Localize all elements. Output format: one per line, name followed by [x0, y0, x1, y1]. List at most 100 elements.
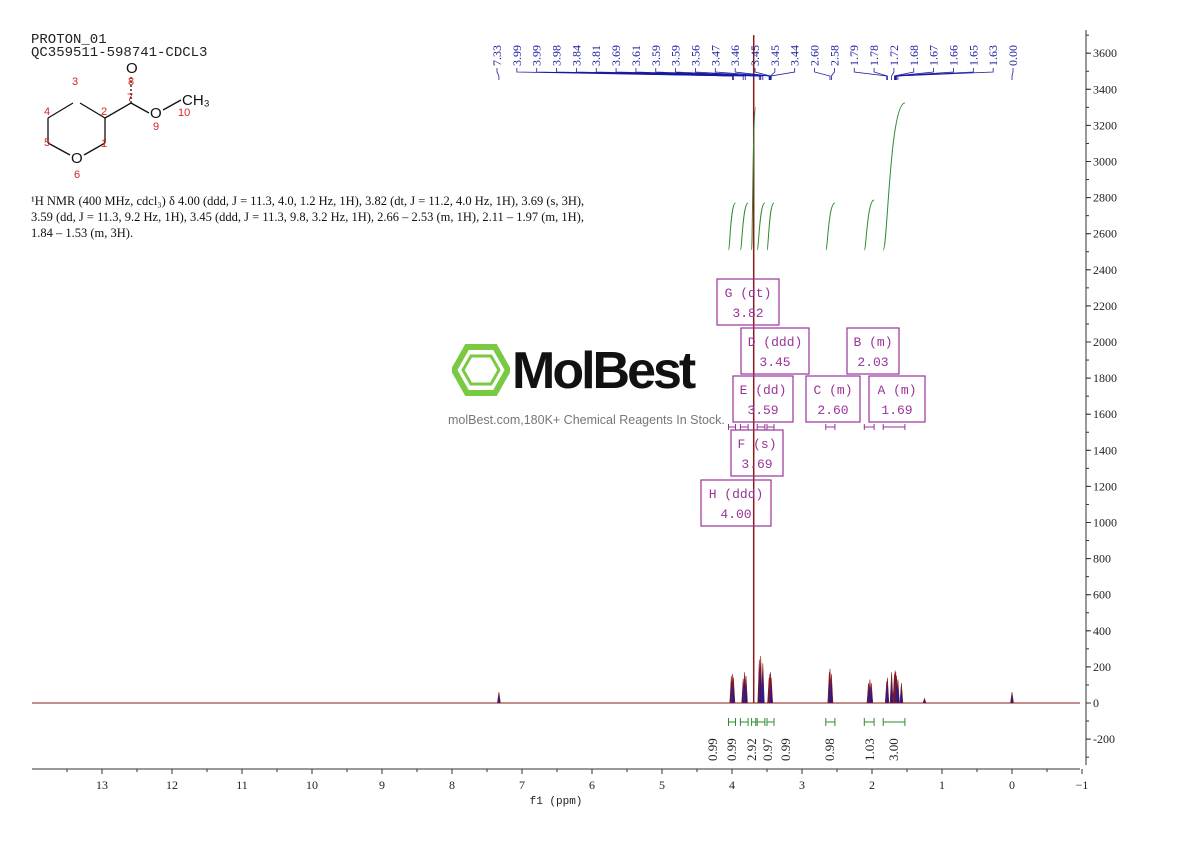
peak-shift-label: 1.68 — [907, 45, 921, 66]
y-tick-label: 1600 — [1093, 407, 1117, 421]
peak-leader-line — [853, 68, 888, 80]
multiplet-shift: 2.03 — [857, 355, 888, 370]
integral-value: 1.03 — [862, 738, 877, 761]
peak-shift-label: 1.65 — [966, 45, 980, 66]
multiplet-box — [805, 375, 861, 423]
peak-leader-line — [496, 68, 500, 80]
peak-shift-label: 3.46 — [728, 45, 742, 66]
peak-leader-line — [895, 68, 954, 80]
y-tick-label: 200 — [1093, 660, 1111, 674]
integral-value: 0.97 — [760, 738, 775, 761]
multiplet-box — [868, 375, 926, 423]
y-tick-label: 1000 — [1093, 516, 1117, 530]
peak-leader-line — [896, 68, 974, 80]
x-tick-label: −1 — [1076, 778, 1089, 792]
multiplet-box — [846, 327, 900, 375]
x-tick-label: 12 — [166, 778, 178, 792]
peak-shift-label: 3.47 — [708, 45, 722, 66]
multiplet-box — [700, 479, 772, 527]
peak-shift-label: 3.99 — [510, 45, 524, 66]
atom-number-8: 8 — [128, 76, 134, 88]
nmr-description: ¹H NMR (400 MHz, cdcl₃) δ 4.00 (ddd, J =… — [31, 194, 585, 240]
peak-shift-label: 3.98 — [550, 45, 564, 66]
peak-shift-label: 3.44 — [788, 45, 802, 66]
peak-shift-label: 1.78 — [867, 45, 881, 66]
x-tick-label: 8 — [449, 778, 455, 792]
atom-number-1: 1 — [101, 138, 107, 150]
integral-curve — [751, 106, 757, 251]
atom-number-4: 4 — [44, 106, 50, 118]
atom-o-ring: O — [71, 150, 83, 167]
peak-shift-label: 3.56 — [688, 45, 702, 66]
integral-value: 0.98 — [822, 738, 837, 761]
x-tick-label: 9 — [379, 778, 385, 792]
x-tick-label: 7 — [519, 778, 525, 792]
spectrum-peak — [731, 677, 736, 704]
y-tick-label: 3600 — [1093, 46, 1117, 60]
multiplet-shift: 3.82 — [732, 306, 763, 321]
atom-number-9: 9 — [153, 121, 159, 133]
x-axis-title: f1 (ppm) — [530, 796, 583, 808]
spectrum-peak — [769, 677, 774, 704]
integral-value: 3.00 — [886, 738, 901, 761]
integral-curve — [739, 202, 749, 251]
y-tick-label: 0 — [1093, 696, 1099, 710]
integral-value: 2.92 — [744, 738, 759, 761]
molecule-structure: O CH₃ O O 1 2 3 4 5 6 7 8 9 10 — [44, 60, 210, 181]
spectrum-peak — [899, 683, 904, 704]
y-tick-label: 1400 — [1093, 443, 1117, 457]
peak-shift-label: 1.63 — [986, 45, 1000, 66]
spectrum-peak — [922, 697, 927, 704]
x-tick-label: 5 — [659, 778, 665, 792]
y-tick-label: 600 — [1093, 588, 1111, 602]
integral-curve — [882, 102, 906, 251]
peak-shift-label: 0.00 — [1006, 45, 1020, 66]
y-tick-label: 800 — [1093, 552, 1111, 566]
atom-number-2: 2 — [101, 106, 107, 118]
peak-leader-line — [635, 68, 760, 80]
peak-shift-label: 3.61 — [629, 45, 643, 66]
x-tick-label: 1 — [939, 778, 945, 792]
y-tick-label: 1200 — [1093, 479, 1117, 493]
atom-number-6: 6 — [74, 169, 80, 181]
multiplet-box — [740, 327, 810, 375]
multiplet-shift: 1.69 — [881, 403, 912, 418]
y-tick-label: -200 — [1093, 732, 1115, 746]
molbest-logo-icon — [452, 344, 510, 396]
peak-shift-label: 3.81 — [589, 45, 603, 66]
peak-leader-line — [1011, 68, 1014, 80]
multiplet-shift: 3.69 — [741, 457, 772, 472]
peak-leader-line — [695, 68, 764, 80]
integral-curve — [756, 202, 766, 251]
y-tick-label: 1800 — [1093, 371, 1117, 385]
peak-leader-line — [714, 68, 770, 80]
peak-leader-line — [897, 68, 994, 80]
peak-shift-label: 1.66 — [946, 45, 960, 66]
multiplet-label: A (m) — [877, 383, 916, 398]
integral-value: 0.99 — [705, 738, 720, 761]
atom-o-carbonyl: O — [126, 60, 138, 77]
x-tick-label: 10 — [306, 778, 318, 792]
spectrum-peak — [885, 677, 890, 704]
peak-leader-line — [894, 68, 935, 80]
peak-leader-line — [873, 68, 888, 80]
spectrum-peak — [1010, 692, 1014, 704]
integral-curve — [728, 202, 736, 251]
peak-shift-label: 3.45 — [748, 45, 762, 66]
spectrum-peak — [744, 675, 748, 704]
peak-shift-label: 2.60 — [808, 45, 822, 66]
sample-id: QC359511-598741-CDCL3 — [31, 45, 208, 61]
peak-shift-label: 3.59 — [649, 45, 663, 66]
y-tick-label: 2800 — [1093, 191, 1117, 205]
atom-ch3: CH₃ — [182, 92, 210, 109]
peak-shift-label: 7.33 — [490, 45, 504, 66]
spectrum-peak — [889, 672, 894, 704]
y-tick-label: 3000 — [1093, 155, 1117, 169]
integral-value: 0.99 — [778, 738, 793, 761]
x-tick-label: 4 — [729, 778, 735, 792]
integral-value: 0.99 — [724, 738, 739, 761]
peak-shift-label: 3.99 — [530, 45, 544, 66]
peak-shift-label: 1.67 — [927, 45, 941, 66]
x-tick-label: 0 — [1009, 778, 1015, 792]
peak-leader-line — [891, 68, 895, 80]
